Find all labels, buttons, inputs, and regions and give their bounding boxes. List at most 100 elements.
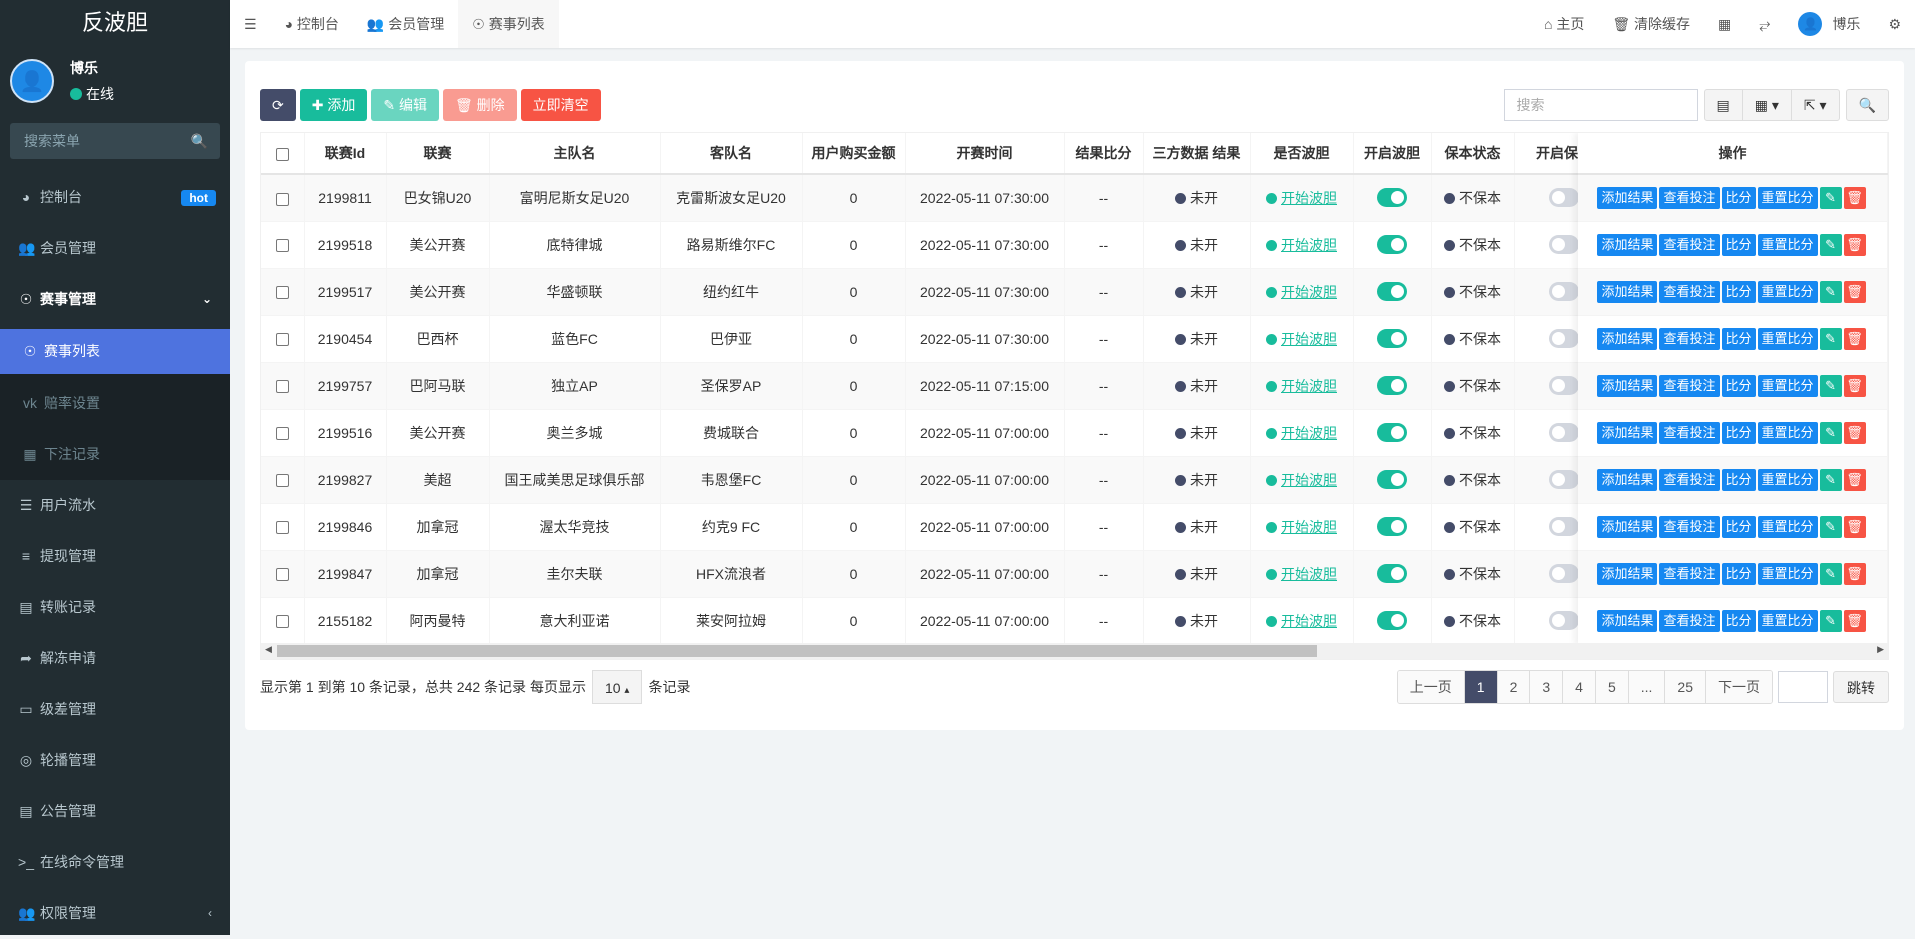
cell-bodan[interactable]: 开始波胆 [1250,550,1354,598]
cell-bodan[interactable]: 开始波胆 [1250,362,1354,410]
sidebar-item[interactable]: 👥 权限管理 ‹ [0,888,230,939]
menu-toggle-icon[interactable]: ☰ [244,16,257,32]
action-button[interactable]: 查看投注 [1659,609,1720,632]
column-header[interactable]: 联赛 [386,133,490,175]
delete-trash-icon[interactable]: 🗑 [1843,327,1866,350]
toggle-view-icon[interactable]: ▤ [1705,90,1743,120]
row-checkbox[interactable] [261,174,305,222]
column-header[interactable]: 是否波胆 [1250,133,1354,175]
baoben-toggle[interactable] [1549,564,1579,583]
action-button[interactable]: 重置比分 [1757,374,1818,397]
action-button[interactable]: 比分 [1721,186,1756,209]
jump-button[interactable]: 跳转 [1833,671,1889,703]
cell-bodan[interactable]: 开始波胆 [1250,221,1354,269]
export-dropdown-icon[interactable]: ⇱ ▾ [1803,97,1827,113]
action-button[interactable]: 重置比分 [1757,609,1818,632]
bodan-toggle[interactable] [1377,235,1407,254]
row-checkbox[interactable] [261,409,305,457]
sidebar-item[interactable]: ☉ 赛事管理 ⌄ [0,274,230,325]
delete-trash-icon[interactable]: 🗑 [1843,186,1866,209]
action-button[interactable]: 重置比分 [1757,562,1818,585]
action-button[interactable]: 添加结果 [1597,327,1658,350]
cell-bodan[interactable]: 开始波胆 [1250,268,1354,316]
bodan-toggle[interactable] [1377,470,1407,489]
page-button[interactable]: 2 [1497,671,1531,703]
column-header[interactable]: 主队名 [489,133,661,175]
bodan-toggle[interactable] [1377,282,1407,301]
sidebar-item[interactable]: ◎ 轮播管理 [0,735,230,786]
action-button[interactable]: 比分 [1721,233,1756,256]
action-button[interactable]: 重置比分 [1757,421,1818,444]
cell-bodan[interactable]: 开始波胆 [1250,315,1354,363]
column-header[interactable]: 客队名 [660,133,803,175]
row-checkbox[interactable] [261,597,305,645]
page-size-select[interactable]: 10 ▴ [591,670,643,704]
bodan-toggle[interactable] [1377,564,1407,583]
edit-pencil-icon[interactable]: ✎ [1819,280,1842,303]
next-page-button[interactable]: 下一页 [1706,671,1772,703]
sidebar-item[interactable]: ▭ 级差管理 [0,684,230,735]
action-button[interactable]: 添加结果 [1597,374,1658,397]
edit-pencil-icon[interactable]: ✎ [1819,374,1842,397]
edit-pencil-icon[interactable]: ✎ [1819,186,1842,209]
clear-cache-button[interactable]: 🗑 清除缓存 [1598,0,1704,48]
action-button[interactable]: 查看投注 [1659,374,1720,397]
clear-now-button[interactable]: 立即清空 [520,89,601,121]
bodan-toggle[interactable] [1377,423,1407,442]
action-button[interactable]: 查看投注 [1659,327,1720,350]
baoben-toggle[interactable] [1549,282,1579,301]
action-button[interactable]: 查看投注 [1659,186,1720,209]
delete-trash-icon[interactable]: 🗑 [1843,374,1866,397]
bodan-toggle[interactable] [1377,188,1407,208]
sidebar-item[interactable]: 👥 会员管理 [0,223,230,274]
sidebar-subitem[interactable]: vk 赔率设置 [0,378,230,429]
page-button[interactable]: 3 [1530,671,1564,703]
column-header[interactable]: 结果比分 [1064,133,1144,175]
row-checkbox[interactable] [261,221,305,269]
cell-bodan[interactable]: 开始波胆 [1250,597,1354,645]
translate-icon[interactable]: ▦ [1718,16,1732,32]
horizontal-scrollbar[interactable]: ◀ ▶ [261,643,1888,659]
edit-pencil-icon[interactable]: ✎ [1819,609,1842,632]
column-header[interactable]: 三方数据 结果 [1143,133,1251,175]
sidebar-item[interactable]: >_ 在线命令管理 [0,837,230,888]
cell-bodan[interactable]: 开始波胆 [1250,174,1354,222]
baoben-toggle[interactable] [1549,611,1579,630]
edit-pencil-icon[interactable]: ✎ [1819,562,1842,585]
menu-search-input[interactable]: 搜索菜单 🔍 [10,123,220,159]
select-all-checkbox[interactable] [261,133,305,175]
baoben-toggle[interactable] [1549,329,1579,348]
action-button[interactable]: 重置比分 [1757,186,1818,209]
delete-button[interactable]: 🗑 删除 [442,89,517,121]
action-button[interactable]: 重置比分 [1757,280,1818,303]
row-checkbox[interactable] [261,503,305,551]
add-button[interactable]: ✚ 添加 [299,89,368,121]
cell-bodan[interactable]: 开始波胆 [1250,503,1354,551]
baoben-toggle[interactable] [1549,423,1579,442]
row-checkbox[interactable] [261,550,305,598]
action-button[interactable]: 添加结果 [1597,421,1658,444]
page-button[interactable]: 4 [1563,671,1596,703]
action-button[interactable]: 比分 [1721,562,1756,585]
delete-trash-icon[interactable]: 🗑 [1843,280,1866,303]
header-tab[interactable]: 👥 会员管理 [353,0,458,48]
sidebar-item[interactable]: ▤ 公告管理 [0,786,230,837]
action-button[interactable]: 添加结果 [1597,562,1658,585]
action-button[interactable]: 添加结果 [1597,468,1658,491]
edit-pencil-icon[interactable]: ✎ [1819,233,1842,256]
edit-pencil-icon[interactable]: ✎ [1819,468,1842,491]
table-search-input[interactable]: 搜索 [1503,89,1698,121]
delete-trash-icon[interactable]: 🗑 [1843,609,1866,632]
action-button[interactable]: 重置比分 [1757,327,1818,350]
column-header[interactable]: 开赛时间 [905,133,1065,175]
column-header[interactable]: 用户购买金额 [802,133,906,175]
page-button[interactable]: ... [1628,671,1666,703]
sidebar-item[interactable]: ▤ 转账记录 [0,582,230,633]
row-checkbox[interactable] [261,315,305,363]
action-button[interactable]: 查看投注 [1659,468,1720,491]
column-header[interactable]: 联赛Id [304,133,387,175]
delete-trash-icon[interactable]: 🗑 [1843,515,1866,538]
edit-pencil-icon[interactable]: ✎ [1819,327,1842,350]
user-menu[interactable]: 👤 博乐 [1784,0,1874,48]
action-button[interactable]: 添加结果 [1597,280,1658,303]
